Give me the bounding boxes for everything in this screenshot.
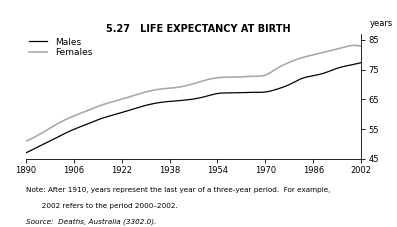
Males <box>222 92 227 94</box>
Males <box>306 75 311 78</box>
Line: Females: Females <box>26 45 361 141</box>
Females <box>229 76 233 79</box>
Males <box>359 61 364 64</box>
Females <box>328 49 332 52</box>
Males <box>229 91 233 94</box>
Text: 5.27   LIFE EXPECTANCY AT BIRTH: 5.27 LIFE EXPECTANCY AT BIRTH <box>106 24 291 34</box>
Females <box>359 45 364 48</box>
Line: Males: Males <box>26 63 361 153</box>
Males <box>23 152 28 154</box>
Females <box>25 139 29 142</box>
Text: years: years <box>370 20 393 29</box>
Females <box>223 76 228 79</box>
Text: Note: After 1910, years represent the last year of a three-year period.  For exa: Note: After 1910, years represent the la… <box>26 187 330 193</box>
Males <box>25 151 29 154</box>
Females <box>23 140 28 142</box>
Text: 2002 refers to the period 2000–2002.: 2002 refers to the period 2000–2002. <box>26 203 177 209</box>
Males <box>328 70 332 72</box>
Females <box>222 76 227 79</box>
Legend: Males, Females: Males, Females <box>28 36 94 59</box>
Females <box>306 55 311 57</box>
Females <box>352 44 357 47</box>
Text: Source:  Deaths, Australia (3302.0).: Source: Deaths, Australia (3302.0). <box>26 218 156 225</box>
Males <box>223 91 228 94</box>
